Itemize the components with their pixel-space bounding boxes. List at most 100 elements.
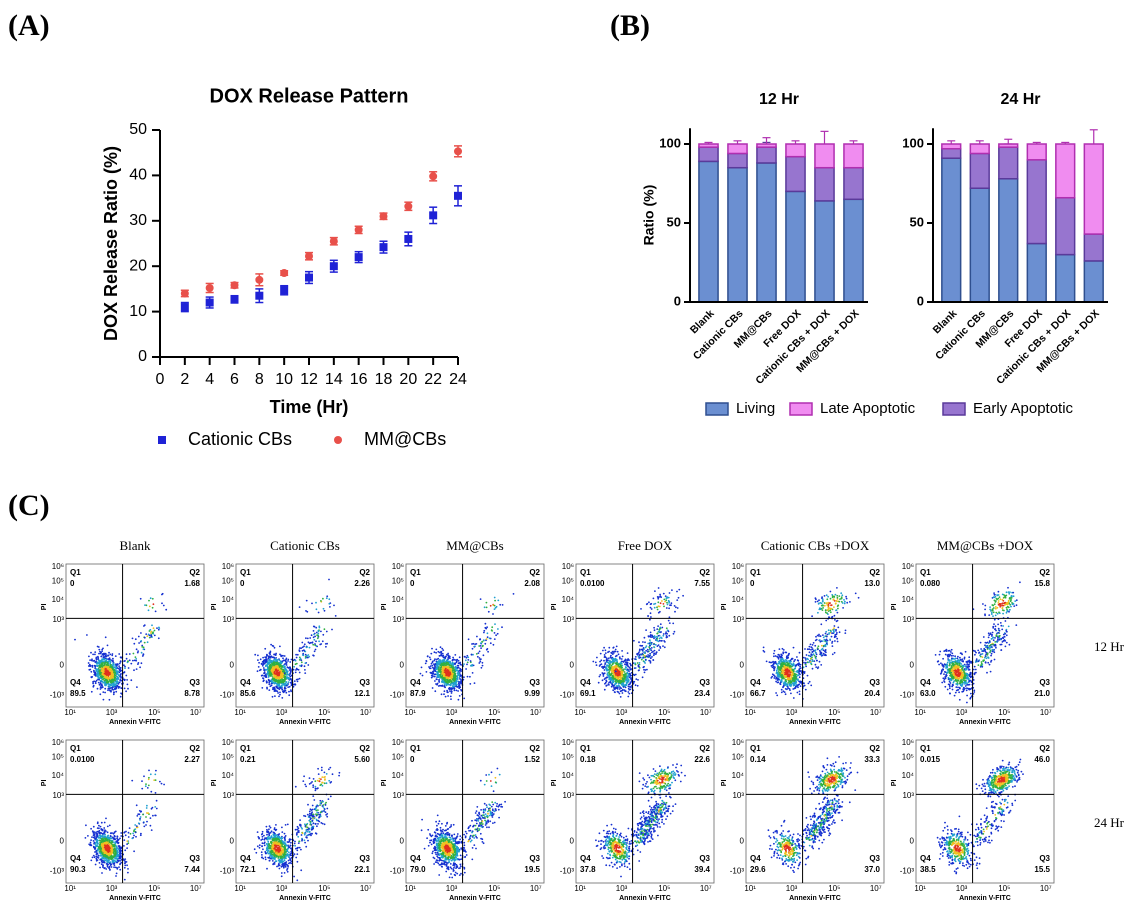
event-dot [636,684,639,687]
legend-swatch [705,402,729,416]
event-dot [829,611,832,614]
event-dot [798,651,801,654]
event-dot [634,663,637,666]
event-dot [265,669,268,671]
event-dot [333,604,335,607]
event-dot [95,669,98,672]
event-dot [268,667,271,669]
event-dot [265,658,267,660]
event-dot [792,674,795,677]
event-dot [828,602,831,605]
event-dot [501,604,504,606]
y-tick-label: 0 [138,348,147,365]
event-dot [482,639,485,641]
event-dot [653,629,656,632]
event-dot [101,673,104,676]
event-dot [626,681,629,684]
event-dot [271,661,274,663]
event-dot [611,671,613,673]
event-dot [639,653,641,656]
event-dot [98,648,101,651]
event-dot [810,662,812,665]
event-dot [268,680,271,683]
event-dot [674,610,676,613]
quadrant-name: Q3 [529,678,540,687]
event-dot [125,653,128,656]
flow-plot [745,563,885,708]
event-dot [644,658,647,661]
event-dot [127,667,130,669]
event-dot [458,662,461,664]
event-dot [317,632,320,635]
event-dot [107,683,110,685]
event-dot [824,649,827,651]
event-dot [493,604,496,607]
event-dot [283,655,286,657]
event-dot [843,602,846,605]
event-dot [773,668,776,670]
event-dot [267,674,270,677]
event-dot [845,597,848,600]
event-dot [780,691,783,694]
y-tick-label: 10³ [52,615,64,624]
event-dot [825,635,828,638]
event-dot [609,663,611,666]
event-dot [304,650,307,653]
event-dot [149,628,152,631]
event-dot [97,646,100,648]
event-dot [447,656,450,659]
event-dot [94,682,97,685]
event-dot [640,608,642,610]
event-dot [443,660,445,662]
event-dot [614,670,617,673]
event-dot [322,633,325,636]
event-dot [274,669,277,672]
event-dot [656,628,659,630]
event-dot [494,606,497,609]
event-dot [309,641,312,644]
event-dot [138,642,141,644]
event-dot [278,695,280,698]
event-dot [482,644,484,647]
event-dot [776,655,779,658]
event-dot [620,674,623,676]
event-dot [653,652,656,655]
event-dot [474,645,476,648]
event-dot [446,653,448,656]
event-dot [796,659,799,662]
event-dot [140,662,143,665]
event-dot [606,676,608,679]
x-axis-title: Annexin V-FITC [789,719,841,726]
x-axis-title: Annexin V-FITC [109,719,161,726]
event-dot [272,688,274,691]
event-dot [610,651,613,654]
y-axis-title: Ratio (%) [641,185,657,246]
event-dot [120,692,122,695]
bar-segment [814,143,835,169]
quadrant-name: Q1 [410,568,421,577]
event-dot [99,682,102,685]
event-dot [789,673,791,676]
event-dot [626,664,629,667]
event-dot [298,677,301,680]
event-dot [662,634,665,637]
event-dot [108,658,111,661]
quadrant-name: Q4 [750,678,761,687]
point [329,262,338,271]
bar-segment [1026,242,1047,303]
event-dot [592,660,595,663]
event-dot [101,684,103,687]
event-dot [284,680,286,682]
event-dot [260,674,263,677]
event-dot [773,652,775,655]
event-dot [277,685,280,687]
event-dot [657,644,660,646]
event-dot [304,669,306,671]
y-tick-label: 10³ [222,615,234,624]
event-dot [615,675,618,678]
x-tick-label: 10⁵ [828,708,840,717]
error-bar [791,140,800,144]
event-dot [156,627,158,629]
event-dot [437,685,440,687]
event-dot [325,630,328,633]
